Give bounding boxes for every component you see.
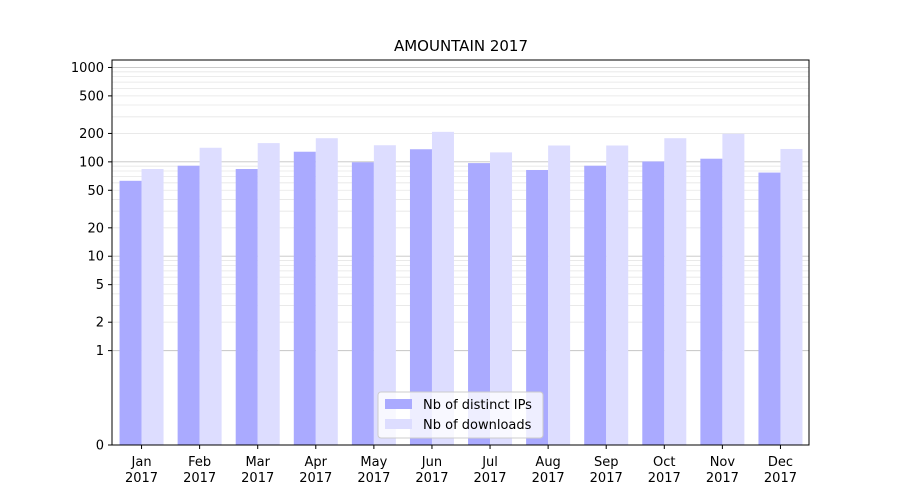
plot-frame xyxy=(111,59,810,446)
y-tick-label: 100 xyxy=(79,155,104,170)
bars xyxy=(119,131,803,446)
bar-distinct-ips xyxy=(235,169,258,445)
bar-distinct-ips xyxy=(293,151,316,446)
bar-distinct-ips xyxy=(526,169,549,446)
y-tick-label: 20 xyxy=(87,221,104,236)
x-tick-label: Apr xyxy=(305,455,328,470)
x-tick-label: Mar xyxy=(245,455,270,470)
y-tick-label: 10 xyxy=(87,250,104,265)
x-tick-label: 2017 xyxy=(125,471,158,486)
x-tick-label: 2017 xyxy=(415,471,448,486)
x-tick-label: Jul xyxy=(481,455,498,470)
x-tick-label: Oct xyxy=(653,455,675,470)
bar-downloads xyxy=(548,145,571,445)
bar-downloads xyxy=(722,133,745,446)
x-tick-label: Nov xyxy=(710,455,736,470)
x-tick-label: 2017 xyxy=(241,471,274,486)
bar-downloads xyxy=(373,145,396,445)
bar-downloads xyxy=(315,138,338,445)
x-tick-label: 2017 xyxy=(706,471,739,486)
bar-downloads xyxy=(199,147,222,445)
bar-downloads xyxy=(664,138,687,445)
x-axis: Jan2017Feb2017Mar2017Apr2017May2017Jun20… xyxy=(125,445,797,486)
x-tick-label: May xyxy=(360,455,387,470)
y-tick-label: 1000 xyxy=(71,61,104,76)
bar-distinct-ips xyxy=(351,162,374,445)
y-tick-label: 2 xyxy=(96,316,104,331)
bar-distinct-ips xyxy=(584,165,607,445)
bar-distinct-ips xyxy=(642,161,665,445)
bar-distinct-ips xyxy=(758,172,781,445)
bar-downloads xyxy=(780,148,803,445)
y-tick-label: 500 xyxy=(79,89,104,104)
chart-title: AMOUNTAIN 2017 xyxy=(394,37,528,55)
x-tick-label: 2017 xyxy=(764,471,797,486)
bar-distinct-ips xyxy=(468,163,491,445)
bar-distinct-ips xyxy=(409,149,432,445)
legend-label: Nb of distinct IPs xyxy=(423,398,532,413)
bar-distinct-ips xyxy=(119,180,142,445)
bar-downloads xyxy=(606,145,629,445)
x-tick-label: 2017 xyxy=(532,471,565,486)
y-tick-label: 1 xyxy=(96,344,104,359)
x-tick-label: Jan xyxy=(131,455,152,470)
y-tick-label: 0 xyxy=(96,439,104,454)
x-tick-label: Dec xyxy=(768,455,793,470)
legend: Nb of distinct IPs Nb of downloads xyxy=(377,391,544,439)
bar-distinct-ips xyxy=(700,158,723,445)
x-tick-label: 2017 xyxy=(590,471,623,486)
bar-downloads xyxy=(431,131,454,446)
x-tick-label: Sep xyxy=(594,455,619,470)
bar-downloads xyxy=(141,169,164,445)
legend-swatch xyxy=(385,419,412,429)
bar-distinct-ips xyxy=(177,165,200,445)
x-tick-label: 2017 xyxy=(299,471,332,486)
y-tick-label: 200 xyxy=(79,127,104,142)
bar-downloads xyxy=(490,152,513,445)
legend-label: Nb of downloads xyxy=(423,418,532,433)
x-tick-label: 2017 xyxy=(183,471,216,486)
grid xyxy=(112,67,809,352)
x-tick-label: 2017 xyxy=(473,471,506,486)
x-tick-label: 2017 xyxy=(357,471,390,486)
y-tick-label: 5 xyxy=(96,278,104,293)
bar-downloads xyxy=(257,143,280,445)
x-tick-label: 2017 xyxy=(648,471,681,486)
legend-swatch xyxy=(385,399,412,409)
x-tick-label: Feb xyxy=(188,455,211,470)
x-tick-label: Jun xyxy=(421,455,442,470)
x-tick-label: Aug xyxy=(535,455,560,470)
legend-box xyxy=(377,391,544,439)
y-axis: 0 1 2 5 10 20 50 100 200 500 1000 xyxy=(71,61,112,454)
y-tick-label: 50 xyxy=(87,184,104,199)
